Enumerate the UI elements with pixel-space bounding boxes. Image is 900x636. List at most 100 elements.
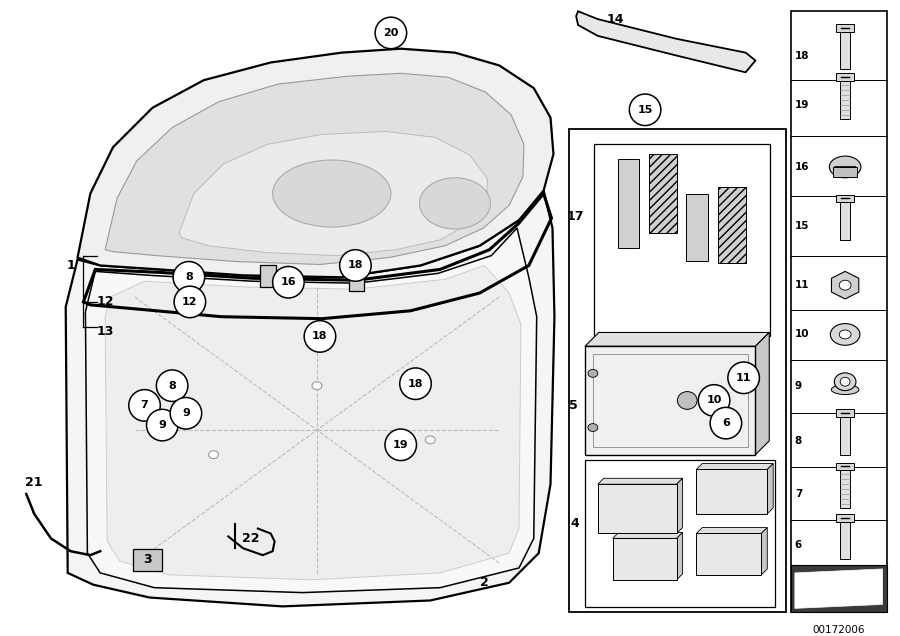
Polygon shape — [677, 532, 682, 580]
Polygon shape — [755, 333, 770, 455]
Polygon shape — [179, 132, 488, 256]
FancyBboxPatch shape — [836, 73, 854, 81]
FancyBboxPatch shape — [836, 24, 854, 32]
FancyBboxPatch shape — [841, 202, 850, 240]
Text: 11: 11 — [736, 373, 752, 383]
Ellipse shape — [312, 382, 322, 390]
Ellipse shape — [380, 25, 401, 43]
Ellipse shape — [209, 451, 219, 459]
Ellipse shape — [839, 280, 851, 290]
FancyBboxPatch shape — [617, 159, 639, 248]
Polygon shape — [832, 272, 859, 299]
Polygon shape — [77, 49, 554, 277]
Text: 15: 15 — [637, 105, 652, 114]
FancyBboxPatch shape — [649, 154, 677, 233]
FancyBboxPatch shape — [598, 484, 677, 534]
FancyBboxPatch shape — [585, 346, 755, 455]
Circle shape — [170, 398, 202, 429]
Polygon shape — [576, 11, 755, 73]
Circle shape — [173, 261, 204, 293]
Ellipse shape — [426, 436, 436, 444]
FancyBboxPatch shape — [836, 195, 854, 202]
Polygon shape — [697, 464, 773, 469]
FancyBboxPatch shape — [348, 270, 364, 291]
Text: 22: 22 — [242, 532, 260, 545]
Text: 9: 9 — [182, 408, 190, 418]
Ellipse shape — [832, 385, 859, 394]
Ellipse shape — [834, 373, 856, 391]
Polygon shape — [613, 532, 682, 539]
Circle shape — [129, 390, 160, 421]
FancyBboxPatch shape — [841, 417, 850, 455]
Text: 18: 18 — [795, 51, 809, 60]
Polygon shape — [66, 191, 554, 606]
Text: 00172006: 00172006 — [813, 625, 865, 635]
FancyBboxPatch shape — [718, 186, 745, 263]
FancyBboxPatch shape — [585, 460, 775, 607]
Text: 18: 18 — [312, 331, 328, 342]
Polygon shape — [598, 478, 682, 484]
Ellipse shape — [839, 330, 851, 339]
Ellipse shape — [273, 160, 391, 227]
Text: 3: 3 — [143, 553, 152, 565]
Text: 10: 10 — [706, 396, 722, 406]
Circle shape — [400, 368, 431, 399]
Circle shape — [385, 429, 417, 460]
Ellipse shape — [841, 377, 850, 386]
FancyBboxPatch shape — [569, 130, 786, 612]
Text: 16: 16 — [795, 162, 809, 172]
FancyBboxPatch shape — [841, 81, 850, 119]
Circle shape — [728, 362, 760, 394]
Polygon shape — [86, 228, 536, 593]
FancyBboxPatch shape — [697, 469, 768, 514]
Text: 4: 4 — [571, 517, 580, 530]
Polygon shape — [768, 464, 773, 514]
Text: 13: 13 — [96, 325, 113, 338]
Circle shape — [710, 407, 742, 439]
Polygon shape — [697, 528, 768, 534]
FancyBboxPatch shape — [687, 193, 708, 261]
Circle shape — [273, 266, 304, 298]
Text: 12: 12 — [182, 297, 198, 307]
Circle shape — [147, 410, 178, 441]
Text: 21: 21 — [25, 476, 43, 488]
Text: 17: 17 — [566, 210, 584, 223]
FancyBboxPatch shape — [836, 410, 854, 417]
Text: 7: 7 — [795, 489, 802, 499]
Text: 1: 1 — [67, 259, 75, 272]
Ellipse shape — [678, 392, 698, 410]
Text: 11: 11 — [795, 280, 809, 290]
Text: 9: 9 — [158, 420, 166, 430]
Circle shape — [629, 94, 661, 125]
Text: 10: 10 — [795, 329, 809, 340]
Circle shape — [304, 321, 336, 352]
Text: 6: 6 — [722, 418, 730, 428]
Text: 18: 18 — [408, 378, 423, 389]
Text: 6: 6 — [795, 541, 802, 550]
FancyBboxPatch shape — [841, 471, 850, 508]
Ellipse shape — [588, 424, 598, 431]
Text: 18: 18 — [347, 261, 364, 270]
Ellipse shape — [419, 178, 491, 229]
Circle shape — [157, 370, 188, 401]
Polygon shape — [105, 73, 524, 265]
FancyBboxPatch shape — [841, 522, 850, 559]
FancyBboxPatch shape — [132, 550, 162, 571]
Ellipse shape — [830, 156, 861, 178]
Polygon shape — [585, 333, 770, 346]
Text: 9: 9 — [795, 381, 802, 391]
Text: 7: 7 — [140, 401, 148, 410]
FancyBboxPatch shape — [836, 462, 854, 471]
Circle shape — [375, 17, 407, 49]
Text: 20: 20 — [383, 28, 399, 38]
Polygon shape — [677, 478, 682, 534]
Text: 19: 19 — [393, 440, 409, 450]
Polygon shape — [795, 569, 883, 609]
FancyBboxPatch shape — [791, 565, 886, 612]
FancyBboxPatch shape — [836, 514, 854, 522]
FancyBboxPatch shape — [791, 11, 886, 612]
Text: 5: 5 — [569, 399, 578, 412]
Text: 12: 12 — [96, 295, 114, 308]
Text: 19: 19 — [795, 100, 809, 110]
Circle shape — [174, 286, 205, 318]
